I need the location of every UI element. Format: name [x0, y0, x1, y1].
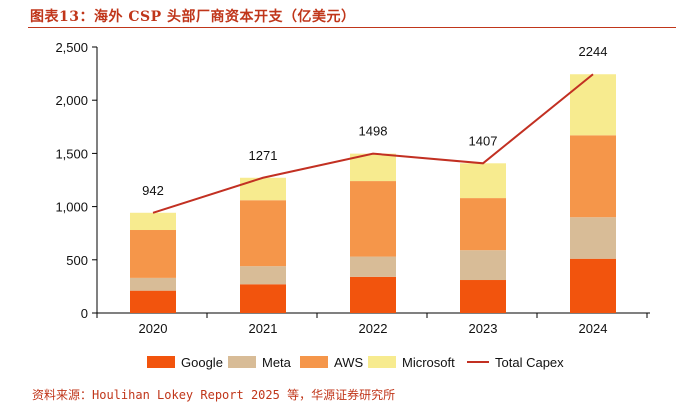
figure-title: 图表13：海外 CSP 头部厂商资本开支（亿美元）: [30, 9, 356, 25]
bars: [130, 74, 616, 313]
bar-meta-2020: [130, 277, 176, 291]
x-tick-label: 2020: [139, 321, 168, 336]
legend-swatch-microsoft: [368, 356, 396, 368]
x-tick-label: 2024: [579, 321, 608, 336]
bar-microsoft-2023: [460, 163, 506, 199]
total-capex-label-2022: 1498: [359, 124, 388, 139]
source-note: 资料来源：Houlihan Lokey Report 2025 等，华源证券研究…: [32, 388, 396, 402]
bar-microsoft-2020: [130, 212, 176, 231]
x-tick-label: 2022: [359, 321, 388, 336]
legend-label-google: Google: [181, 355, 223, 370]
total-capex-label-2021: 1271: [249, 148, 278, 163]
bar-microsoft-2021: [240, 177, 286, 201]
bar-meta-2021: [240, 266, 286, 285]
bar-google-2021: [240, 284, 286, 313]
bar-aws-2022: [350, 181, 396, 257]
bar-microsoft-2024: [570, 74, 616, 136]
axes: 0 500 1,000 1,500 2,000 2,500 2020 2021 2022 2023…: [55, 40, 650, 336]
legend-label-aws: AWS: [334, 355, 363, 370]
bar-google-2022: [350, 276, 396, 313]
legend-swatch-google: [147, 356, 175, 368]
bar-aws-2021: [240, 200, 286, 267]
x-tick-label: 2021: [249, 321, 278, 336]
y-tick-label: 2,000: [55, 93, 88, 108]
legend-swatch-meta: [228, 356, 256, 368]
y-tick-label: 2,500: [55, 40, 88, 55]
bar-aws-2020: [130, 230, 176, 278]
bar-aws-2023: [460, 198, 506, 251]
y-tick-label: 500: [66, 253, 88, 268]
data-labels: 942 1271 1498 1407 2244: [142, 44, 607, 198]
y-tick-label: 1,000: [55, 200, 88, 215]
total-capex-line: [152, 73, 594, 214]
legend-label-total-capex: Total Capex: [495, 355, 564, 370]
legend-swatch-aws: [300, 356, 328, 368]
x-tick-label: 2023: [469, 321, 498, 336]
y-tick-label: 0: [81, 306, 88, 321]
bar-aws-2024: [570, 135, 616, 218]
legend-label-microsoft: Microsoft: [402, 355, 455, 370]
bar-google-2023: [460, 280, 506, 313]
bar-meta-2022: [350, 256, 396, 277]
bar-microsoft-2022: [350, 153, 396, 182]
bar-google-2024: [570, 258, 616, 313]
total-capex-label-2023: 1407: [469, 133, 498, 148]
title-rule: [28, 27, 676, 28]
legend-label-meta: Meta: [262, 355, 292, 370]
total-capex-line-layer: [152, 73, 594, 214]
total-capex-label-2024: 2244: [579, 44, 608, 59]
legend: Google Meta AWS Microsoft Total Capex: [147, 355, 564, 370]
y-tick-label: 1,500: [55, 146, 88, 161]
bar-google-2020: [130, 290, 176, 313]
bar-meta-2024: [570, 217, 616, 259]
total-capex-label-2020: 942: [142, 183, 164, 198]
bar-meta-2023: [460, 250, 506, 281]
